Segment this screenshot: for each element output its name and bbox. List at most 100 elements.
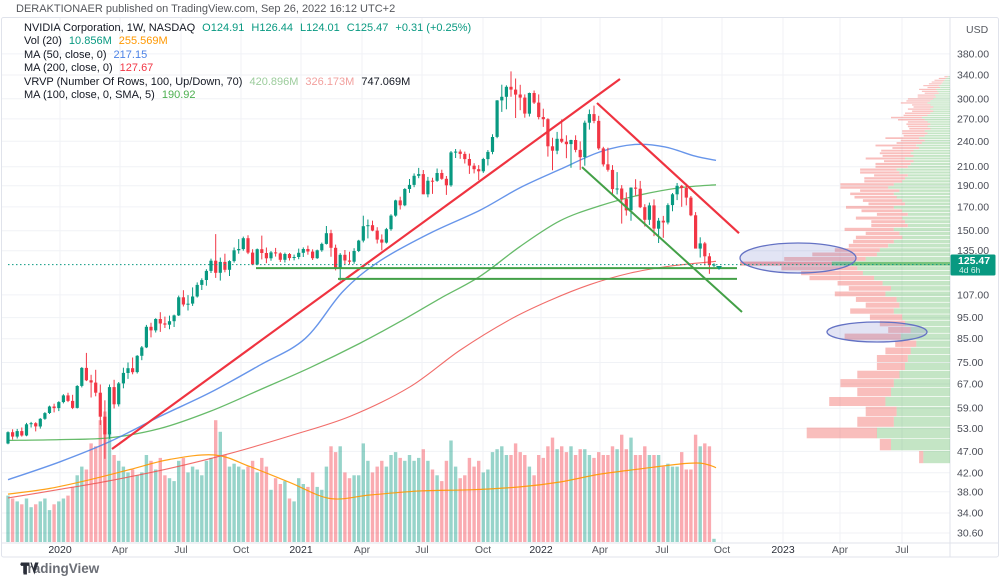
vrvp-down-row (882, 154, 914, 157)
volume-bar (306, 486, 310, 542)
vrvp-up-row (924, 130, 950, 132)
vrvp-down-row (917, 94, 935, 96)
price-tick-label: 150.00 (957, 225, 989, 237)
vrvp-down-row (907, 98, 934, 100)
price-axis[interactable]: USD 380.00 340.00 300.00 270.00 240.00 210.00… (957, 24, 989, 540)
vrvp-down-row (892, 147, 920, 149)
vrvp-up-row (876, 252, 950, 257)
candle-body (541, 117, 545, 120)
candle-body (467, 159, 471, 166)
time-tick-label: 2021 (289, 544, 313, 556)
attribution-line: DERAKTIONAER published on TradingView.co… (16, 3, 396, 15)
volume-bar (214, 420, 218, 542)
candle-body (232, 250, 236, 262)
vrvp-up-row (902, 209, 950, 213)
candle-body (537, 102, 541, 118)
volume-bar (477, 460, 481, 542)
volume-bar (643, 446, 647, 542)
time-tick-label: Apr (832, 544, 849, 556)
candle-body (297, 252, 301, 257)
volume-profile-vrvp (740, 76, 951, 464)
candle-body (643, 207, 647, 220)
vrvp-down-row (906, 100, 931, 102)
volume-bar (269, 489, 273, 542)
vrvp-up-row (896, 297, 950, 302)
candle-body (204, 270, 208, 280)
volume-bar (647, 455, 652, 542)
legend-ma50-row[interactable]: MA (50, close, 0) 217.15 (24, 48, 148, 61)
legend-ma100-row[interactable]: MA (100, close, 0, SMA, 5) 190.92 (24, 89, 196, 102)
vrvp-up-row (944, 79, 950, 81)
volume-bar (15, 501, 19, 542)
symbol-title: NVIDIA Corporation, 1W, NASDAQ (24, 22, 196, 34)
volume-bar (481, 472, 485, 542)
vrvp-down-row (884, 160, 914, 163)
volume-bar (537, 455, 541, 542)
vrvp-up-row (924, 134, 950, 137)
highlight-ellipse-price-zone[interactable] (739, 242, 857, 274)
price-tick-label: 59.00 (957, 403, 983, 415)
vrvp-up-row (905, 157, 950, 160)
candle-body (246, 238, 250, 253)
volume-bar (670, 466, 675, 542)
tradingview-logo-icon (20, 562, 39, 575)
candle-body (495, 100, 499, 137)
volume-bar (546, 446, 550, 542)
candle-body (264, 253, 268, 259)
chart-frame-border (1, 17, 999, 558)
vrvp-up-row (876, 427, 950, 439)
volume-bar (656, 455, 661, 542)
volume-bar (163, 475, 167, 542)
candle-body (523, 97, 527, 114)
ma-200-line (7, 260, 717, 499)
volume-bar (578, 449, 582, 542)
volume-bar (444, 460, 449, 542)
candle-body (624, 199, 628, 211)
legend-vrvp-row[interactable]: VRVP (Number Of Rows, 100, Up/Down, 70) 4… (24, 75, 411, 88)
price-tick-label: 47.00 (957, 446, 983, 458)
candle-body (209, 260, 213, 271)
volume-bar (292, 501, 296, 542)
volume-bar (29, 507, 33, 542)
vrvp-up-row (934, 94, 950, 96)
candle-body (444, 178, 448, 186)
volume-bar (278, 484, 282, 542)
vrvp-down-row (903, 114, 928, 117)
vrvp-down-row (801, 271, 863, 276)
vrvp-down-row (905, 112, 931, 114)
candle-body (684, 188, 688, 198)
candle-body (403, 189, 407, 206)
volume-bar (112, 455, 116, 542)
legend-volume-row[interactable]: Vol (20) 10.856M 255.569M (24, 35, 168, 48)
vrvp-down-row (934, 79, 945, 81)
volume-bar (89, 443, 93, 542)
volume-bar (357, 475, 361, 542)
time-axis[interactable]: 2020 Apr Jul Oct 2021 Apr Jul Oct 2022 Apr Jul Oct 2… (48, 544, 908, 556)
uptrend-line-red[interactable] (111, 78, 621, 450)
volume-bar (370, 472, 375, 542)
vrvp-down-row (865, 231, 900, 235)
volume-bar (440, 481, 444, 542)
volume-bar (283, 481, 287, 542)
time-tick-label: Apr (354, 544, 371, 556)
vrvp-down-row (909, 127, 931, 130)
volume-bar (84, 469, 89, 542)
legend-symbol-row[interactable]: NVIDIA Corporation, 1W, NASDAQ O124.91 H12… (24, 22, 472, 34)
vrvp-down-row (875, 144, 917, 147)
highlight-ellipse-volume-node[interactable] (826, 321, 928, 343)
candle-body (191, 296, 195, 304)
tradingview-logo[interactable]: TradingView (20, 561, 99, 576)
downtrend-line-green[interactable] (581, 166, 743, 313)
drawing-annotations[interactable] (111, 78, 928, 450)
volume-bar (638, 455, 642, 542)
candle-body (574, 140, 578, 150)
currency-label: USD (966, 24, 989, 36)
legend-ma200-row[interactable]: MA (200, close, 0) 127.67 (24, 62, 154, 75)
downtrend-line-red[interactable] (596, 102, 740, 235)
candle-body (163, 323, 167, 325)
candle-body (227, 261, 232, 270)
volume-bar (606, 455, 610, 542)
vrvp-up-row (831, 261, 950, 266)
candle-body (107, 387, 112, 435)
